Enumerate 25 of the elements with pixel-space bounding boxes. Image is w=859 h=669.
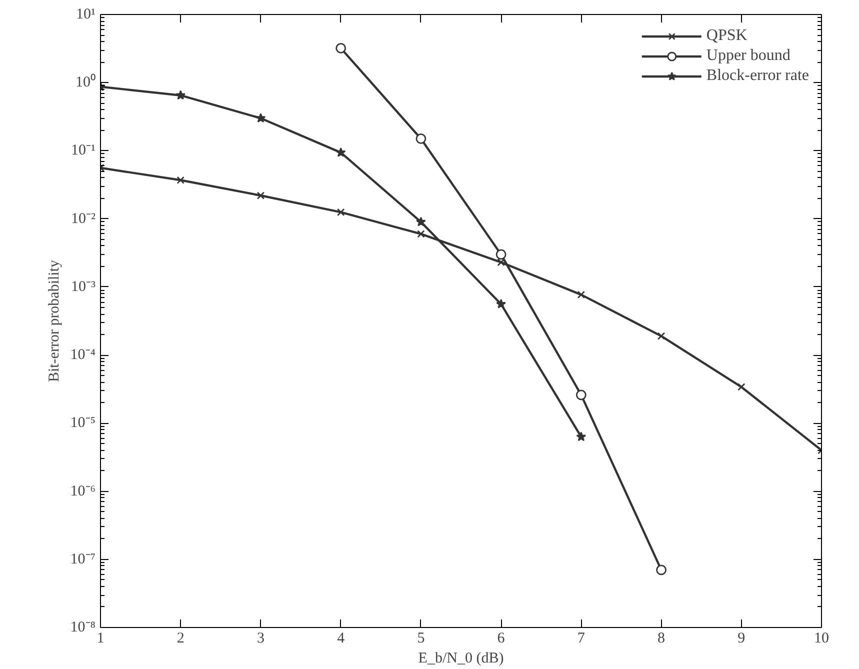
y-tick-label: 10⁰ (76, 74, 96, 91)
legend-label: QPSK (706, 27, 748, 45)
x-tick-label: 3 (256, 630, 264, 646)
x-tick-label: 2 (176, 630, 184, 646)
x-tick-label: 4 (337, 630, 346, 646)
y-tick-label: 10⁻² (71, 210, 96, 227)
x-tick-label: 5 (417, 630, 425, 646)
y-tick-label: 10⁻⁷ (70, 551, 96, 568)
y-tick-label: 10⁻⁶ (70, 483, 96, 500)
y-axis-title: Bit-error probability (46, 259, 62, 382)
y-tick-label: 10⁻⁴ (70, 347, 96, 364)
y-tick-label: 10⁻¹ (71, 142, 96, 159)
x-tick-label: 6 (497, 630, 506, 646)
x-tick-label: 10 (814, 630, 829, 646)
x-tick-label: 8 (658, 630, 666, 646)
legend-label: Upper bound (706, 47, 790, 65)
x-tick-label: 9 (738, 630, 746, 646)
x-axis-title: E_b/N_0 (dB) (418, 650, 504, 666)
x-tick-label: 7 (577, 630, 586, 646)
x-tick-label: 1 (96, 630, 104, 646)
y-tick-label: 10¹ (76, 6, 96, 22)
y-tick-label: 10⁻⁵ (70, 415, 96, 432)
y-tick-label: 10⁻⁸ (70, 620, 96, 636)
y-tick-label: 10⁻³ (71, 278, 96, 295)
legend-label: Block-error rate (706, 67, 809, 85)
